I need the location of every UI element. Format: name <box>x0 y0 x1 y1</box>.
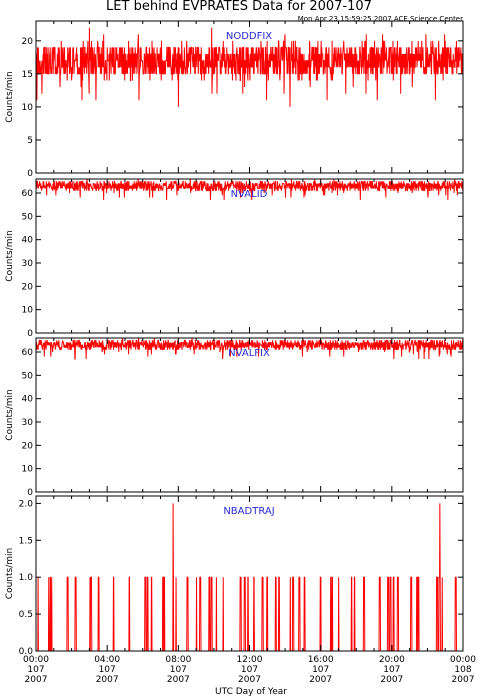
y-tick-label: 50 <box>22 212 34 222</box>
x-axis: 00:00107200704:00107200708:00107200712:0… <box>23 655 476 685</box>
panel-nvalfix: 0 10 20 30 40 50 60 Counts/min NVALFIX <box>5 337 464 498</box>
y-axis-label: Counts/min <box>5 230 15 281</box>
x-tick-label-line: 16:00 <box>308 655 334 665</box>
x-tick-label-line: 04:00 <box>94 655 120 665</box>
panel-name-label: NVALFIX <box>228 348 270 359</box>
chart-title: LET behind EVPRATES Data for 2007-107 <box>106 0 372 14</box>
x-tick-label-line: 107 <box>383 665 400 675</box>
x-tick-label-line: 00:00 <box>23 655 49 665</box>
series-nbadtraj <box>36 503 463 652</box>
x-tick-label-line: 20:00 <box>379 655 405 665</box>
y-axis-label: Counts/min <box>5 389 15 440</box>
y-tick-label: 20 <box>22 441 34 451</box>
y-tick-label: 5 <box>27 136 33 146</box>
x-tick-label-line: 107 <box>312 665 329 675</box>
y-tick-label: 60 <box>22 348 34 358</box>
x-tick-label-line: 107 <box>99 665 116 675</box>
y-tick-label: 50 <box>22 371 34 381</box>
y-tick-label: 0.5 <box>19 610 33 620</box>
x-tick-label-line: 108 <box>454 665 471 675</box>
panel-name-label: NODDFIX <box>226 31 272 42</box>
panel-frame <box>35 178 464 334</box>
y-tick-label: 0.0 <box>19 647 34 657</box>
y-tick-label: 0 <box>27 329 33 339</box>
y-tick-label: 0 <box>27 488 33 498</box>
panel-name-label: NVALID <box>231 189 268 200</box>
y-tick-label: 10 <box>22 306 34 316</box>
y-tick-label: 10 <box>22 465 34 475</box>
x-tick-label-line: 2007 <box>380 675 403 685</box>
y-tick-label: 1.0 <box>19 573 34 583</box>
y-axis-label: Counts/min <box>5 548 15 599</box>
y-tick-label: 10 <box>22 103 34 113</box>
y-tick-label: 30 <box>22 259 34 269</box>
x-tick-label-line: 2007 <box>309 675 332 685</box>
y-tick-label: 20 <box>22 282 34 292</box>
panel-frame <box>35 20 464 174</box>
x-tick-label-line: 2007 <box>238 675 261 685</box>
y-tick-label: 60 <box>22 189 34 199</box>
panel-nbadtraj: 0.0 0.5 1.0 1.5 2.0 Counts/min NBADTRAJ <box>5 495 464 657</box>
panel-nvalid: 0 10 20 30 40 50 60 Counts/min NVALID <box>5 178 464 339</box>
x-tick-label-line: 2007 <box>452 675 475 685</box>
x-tick-label-line: 107 <box>241 665 258 675</box>
y-tick-label: 0 <box>27 169 33 179</box>
series-noddfix <box>35 27 464 107</box>
y-tick-label: 1.5 <box>19 536 33 546</box>
y-tick-label: 40 <box>22 395 34 405</box>
generation-stamp: Mon Apr 23 15:59:25 2007 ACE Science Cen… <box>298 15 463 23</box>
panel-frame <box>35 337 464 493</box>
y-axis-label: Counts/min <box>5 71 15 122</box>
x-tick-label-line: 12:00 <box>237 655 263 665</box>
x-tick-label-line: 2007 <box>96 675 119 685</box>
x-tick-label-line: 2007 <box>167 675 190 685</box>
y-tick-label: 30 <box>22 418 34 428</box>
panel-name-label: NBADTRAJ <box>223 506 274 517</box>
x-tick-label-line: 107 <box>27 665 44 675</box>
x-tick-label-line: 2007 <box>25 675 48 685</box>
x-tick-label-line: 08:00 <box>165 655 191 665</box>
y-tick-label: 20 <box>22 37 34 47</box>
y-tick-label: 40 <box>22 236 34 246</box>
x-tick-label-line: 107 <box>170 665 187 675</box>
panels: 0 5 10 15 20 Counts/min NODDFIX 0 10 20 30 40 50 60 Co… <box>5 20 464 657</box>
panel-noddfix: 0 5 10 15 20 Counts/min NODDFIX <box>5 20 464 179</box>
x-tick-label-line: 00:00 <box>450 655 476 665</box>
y-tick-label: 15 <box>22 70 33 80</box>
x-axis-label: UTC Day of Year <box>215 687 287 697</box>
y-tick-label: 2.0 <box>19 499 34 509</box>
